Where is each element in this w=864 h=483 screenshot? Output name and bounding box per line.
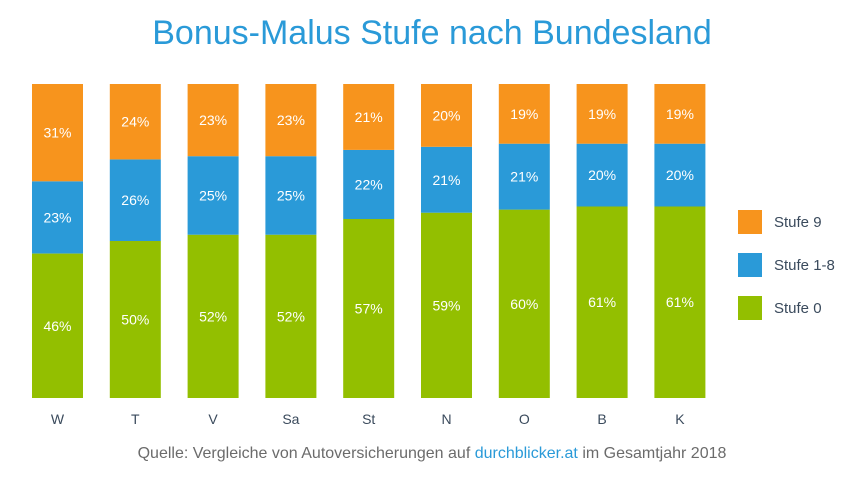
bar-O-stufe-1-8 [498, 143, 550, 210]
data-label-B-stufe-1-8: 20% [588, 167, 616, 183]
data-label-N-stufe-9: 20% [432, 107, 460, 123]
x-tick-label-St: St [362, 411, 375, 427]
data-label-K-stufe-1-8: 20% [666, 167, 694, 183]
data-label-W-stufe-1-8: 23% [43, 209, 71, 225]
data-label-K-stufe-9: 19% [666, 106, 694, 122]
bar-Sa-stufe-9 [265, 84, 317, 157]
data-label-W-stufe-0: 46% [43, 318, 71, 334]
data-label-V-stufe-9: 23% [199, 112, 227, 128]
data-label-T-stufe-1-8: 26% [121, 192, 149, 208]
legend-item-stufe-0: Stufe 0 [738, 296, 835, 320]
data-label-N-stufe-0: 59% [432, 297, 460, 313]
source-prefix: Quelle: Vergleiche von Autoversicherunge… [137, 445, 475, 462]
data-label-Sa-stufe-9: 23% [277, 112, 305, 128]
x-tick-label-B: B [597, 411, 606, 427]
data-label-T-stufe-9: 24% [121, 114, 149, 130]
legend-swatch-stufe-0 [738, 296, 762, 320]
x-tick-label-N: N [441, 411, 451, 427]
data-label-W-stufe-9: 31% [43, 125, 71, 141]
legend-label-stufe-9: Stufe 9 [774, 213, 822, 231]
x-tick-label-V: V [208, 411, 218, 427]
bar-V-stufe-9 [187, 84, 239, 157]
bar-K-stufe-1-8 [654, 143, 706, 207]
bar-Sa-stufe-1-8 [265, 156, 317, 235]
bar-N-stufe-0 [421, 212, 472, 398]
legend-swatch-stufe-9 [738, 210, 762, 234]
bar-K-stufe-0 [654, 206, 706, 398]
bar-St-stufe-1-8 [343, 149, 395, 219]
data-label-St-stufe-9: 21% [355, 109, 383, 125]
bar-Sa-stufe-0 [265, 234, 317, 398]
data-label-N-stufe-1-8: 21% [432, 172, 460, 188]
data-label-Sa-stufe-1-8: 25% [277, 188, 305, 204]
bar-B-stufe-1-8 [576, 143, 628, 207]
source-suffix: im Gesamtjahr 2018 [577, 445, 727, 462]
x-tick-label-K: K [675, 411, 685, 427]
source-note: Quelle: Vergleiche von Autoversicherunge… [0, 445, 864, 463]
x-tick-label-W: W [51, 411, 65, 427]
x-tick-label-Sa: Sa [282, 411, 299, 427]
bar-V-stufe-1-8 [187, 156, 239, 235]
bar-O-stufe-0 [498, 209, 550, 398]
data-label-K-stufe-0: 61% [666, 294, 694, 310]
bar-St-stufe-9 [343, 84, 395, 150]
data-label-O-stufe-0: 60% [510, 296, 538, 312]
data-label-B-stufe-9: 19% [588, 106, 616, 122]
data-label-V-stufe-1-8: 25% [199, 188, 227, 204]
bar-K-stufe-9 [654, 84, 706, 144]
bar-T-stufe-0 [109, 241, 161, 398]
legend-label-stufe-0: Stufe 0 [774, 299, 822, 317]
bar-W-stufe-0 [32, 253, 83, 398]
bar-O-stufe-9 [498, 84, 550, 144]
legend-swatch-stufe-1-8 [738, 253, 762, 277]
data-label-O-stufe-1-8: 21% [510, 169, 538, 185]
chart-title: Bonus-Malus Stufe nach Bundesland [152, 14, 712, 52]
bar-T-stufe-1-8 [109, 159, 161, 241]
data-label-Sa-stufe-0: 52% [277, 308, 305, 324]
source-link[interactable]: durchblicker.at [474, 445, 578, 462]
data-label-St-stufe-0: 57% [355, 301, 383, 317]
data-label-St-stufe-1-8: 22% [355, 177, 383, 193]
data-label-V-stufe-0: 52% [199, 308, 227, 324]
legend-item-stufe-1-8: Stufe 1-8 [738, 253, 835, 277]
bar-T-stufe-9 [109, 84, 161, 160]
x-tick-label-T: T [131, 411, 140, 427]
data-label-T-stufe-0: 50% [121, 312, 149, 328]
legend-item-stufe-9: Stufe 9 [738, 210, 835, 234]
x-tick-label-O: O [519, 411, 530, 427]
legend-label-stufe-1-8: Stufe 1-8 [774, 256, 835, 274]
data-label-O-stufe-9: 19% [510, 106, 538, 122]
bar-N-stufe-9 [421, 84, 472, 147]
bar-N-stufe-1-8 [421, 146, 472, 213]
legend: Stufe 9 Stufe 1-8 Stufe 0 [738, 210, 835, 339]
bar-V-stufe-0 [187, 234, 239, 398]
bar-W-stufe-1-8 [32, 181, 83, 254]
data-label-B-stufe-0: 61% [588, 294, 616, 310]
bar-B-stufe-9 [576, 84, 628, 144]
bar-St-stufe-0 [343, 219, 395, 398]
bar-B-stufe-0 [576, 206, 628, 398]
bar-W-stufe-9 [32, 84, 83, 182]
